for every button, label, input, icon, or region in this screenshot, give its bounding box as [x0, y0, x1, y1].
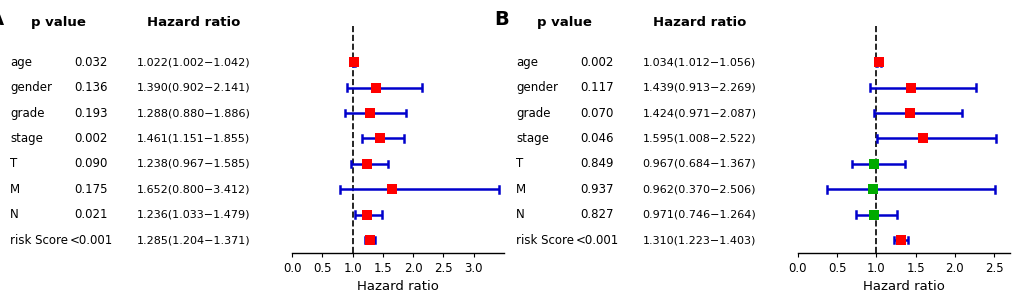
- Text: 0.827: 0.827: [580, 208, 613, 221]
- Text: 1.310(1.223−1.403): 1.310(1.223−1.403): [642, 235, 755, 245]
- Text: T: T: [10, 157, 17, 170]
- X-axis label: Hazard ratio: Hazard ratio: [862, 281, 944, 293]
- Text: stage: stage: [10, 132, 43, 145]
- Text: stage: stage: [516, 132, 548, 145]
- Text: 0.021: 0.021: [74, 208, 108, 221]
- Text: N: N: [516, 208, 524, 221]
- Text: 1.034(1.012−1.056): 1.034(1.012−1.056): [642, 57, 755, 67]
- Text: 0.002: 0.002: [74, 132, 108, 145]
- Text: 0.849: 0.849: [580, 157, 613, 170]
- Text: age: age: [516, 56, 537, 69]
- Text: <0.001: <0.001: [575, 234, 618, 247]
- Text: 0.193: 0.193: [74, 107, 108, 119]
- Text: <0.001: <0.001: [69, 234, 113, 247]
- Text: B: B: [494, 10, 508, 29]
- Text: Hazard ratio: Hazard ratio: [652, 16, 746, 29]
- Text: age: age: [10, 56, 33, 69]
- Text: 0.046: 0.046: [580, 132, 613, 145]
- Text: 1.652(0.800−3.412): 1.652(0.800−3.412): [137, 184, 250, 194]
- Text: 1.236(1.033−1.479): 1.236(1.033−1.479): [137, 210, 250, 220]
- Text: 1.288(0.880−1.886): 1.288(0.880−1.886): [137, 108, 251, 118]
- Text: 1.390(0.902−2.141): 1.390(0.902−2.141): [137, 82, 251, 93]
- Text: M: M: [516, 183, 526, 196]
- Text: risk Score: risk Score: [10, 234, 68, 247]
- Text: 1.022(1.002−1.042): 1.022(1.002−1.042): [137, 57, 251, 67]
- Text: 0.175: 0.175: [74, 183, 108, 196]
- Text: 0.032: 0.032: [74, 56, 108, 69]
- Text: 1.238(0.967−1.585): 1.238(0.967−1.585): [137, 159, 251, 169]
- Text: grade: grade: [516, 107, 550, 119]
- Text: 0.967(0.684−1.367): 0.967(0.684−1.367): [642, 159, 755, 169]
- Text: 0.136: 0.136: [74, 81, 108, 94]
- Text: 0.962(0.370−2.506): 0.962(0.370−2.506): [642, 184, 755, 194]
- Text: 1.461(1.151−1.855): 1.461(1.151−1.855): [137, 133, 250, 144]
- Text: 0.002: 0.002: [580, 56, 613, 69]
- Text: A: A: [0, 10, 4, 29]
- Text: gender: gender: [10, 81, 52, 94]
- X-axis label: Hazard ratio: Hazard ratio: [357, 281, 438, 293]
- Text: 1.285(1.204−1.371): 1.285(1.204−1.371): [137, 235, 251, 245]
- Text: p value: p value: [32, 16, 87, 29]
- Text: 1.424(0.971−2.087): 1.424(0.971−2.087): [642, 108, 756, 118]
- Text: p value: p value: [537, 16, 591, 29]
- Text: 1.439(0.913−2.269): 1.439(0.913−2.269): [642, 82, 756, 93]
- Text: 0.070: 0.070: [580, 107, 613, 119]
- Text: grade: grade: [10, 107, 45, 119]
- Text: 1.595(1.008−2.522): 1.595(1.008−2.522): [642, 133, 755, 144]
- Text: risk Score: risk Score: [516, 234, 574, 247]
- Text: T: T: [516, 157, 523, 170]
- Text: M: M: [10, 183, 20, 196]
- Text: 0.117: 0.117: [580, 81, 613, 94]
- Text: Hazard ratio: Hazard ratio: [147, 16, 240, 29]
- Text: N: N: [10, 208, 19, 221]
- Text: 0.971(0.746−1.264): 0.971(0.746−1.264): [642, 210, 756, 220]
- Text: 0.090: 0.090: [74, 157, 108, 170]
- Text: gender: gender: [516, 81, 557, 94]
- Text: 0.937: 0.937: [580, 183, 613, 196]
